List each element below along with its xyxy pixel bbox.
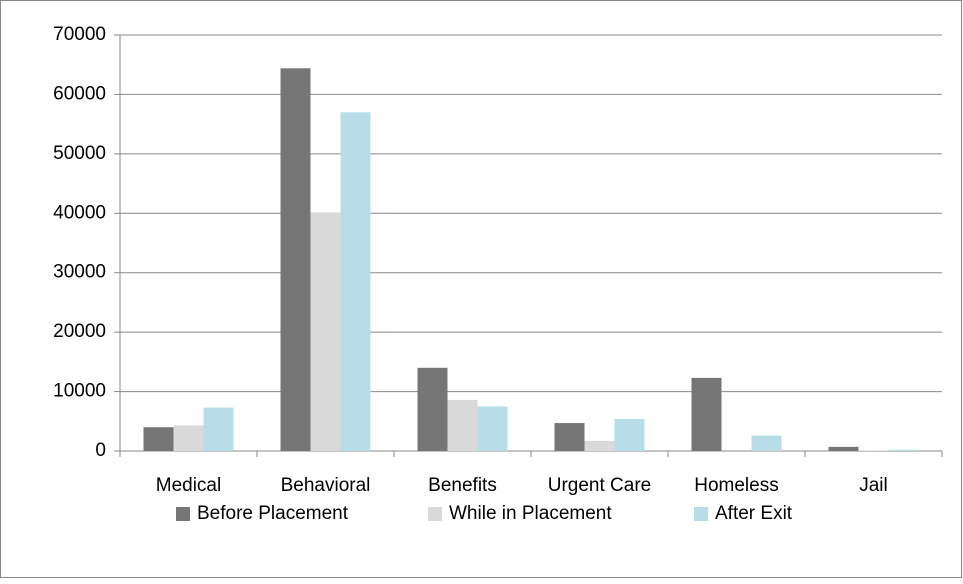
y-tick-label: 30000: [53, 262, 106, 283]
legend-swatch: [694, 507, 708, 521]
x-tick-label: Benefits: [428, 475, 497, 496]
y-tick-label: 50000: [53, 143, 106, 164]
y-tick-label: 60000: [53, 83, 106, 104]
bar: [417, 367, 448, 451]
y-tick-label: 10000: [53, 381, 106, 402]
x-tick-label: Medical: [156, 475, 221, 496]
bar: [691, 377, 722, 451]
x-tick-label: Behavioral: [281, 475, 371, 496]
bar: [447, 399, 478, 451]
bar: [614, 418, 645, 451]
bar: [751, 435, 782, 451]
x-tick-label: Jail: [859, 475, 888, 496]
bar: [340, 112, 371, 451]
bar: [203, 407, 234, 451]
legend-swatch: [176, 507, 190, 521]
y-tick-label: 20000: [53, 321, 106, 342]
legend-label: After Exit: [715, 503, 793, 524]
bar: [828, 446, 859, 451]
x-tick-label: Urgent Care: [548, 475, 652, 496]
bar: [888, 449, 919, 451]
bar: [554, 423, 585, 451]
y-tick-label: 40000: [53, 202, 106, 223]
bar: [280, 68, 311, 451]
bar: [310, 212, 341, 451]
y-tick-label: 70000: [53, 24, 106, 45]
legend-label: Before Placement: [197, 503, 349, 524]
bar: [477, 406, 508, 451]
x-tick-label: Homeless: [694, 475, 778, 496]
legend-swatch: [428, 507, 442, 521]
legend-label: While in Placement: [449, 503, 612, 524]
bar: [143, 427, 174, 451]
bar: [858, 450, 889, 451]
bar: [584, 440, 615, 451]
bar: [173, 425, 204, 451]
y-tick-label: 0: [95, 440, 106, 461]
